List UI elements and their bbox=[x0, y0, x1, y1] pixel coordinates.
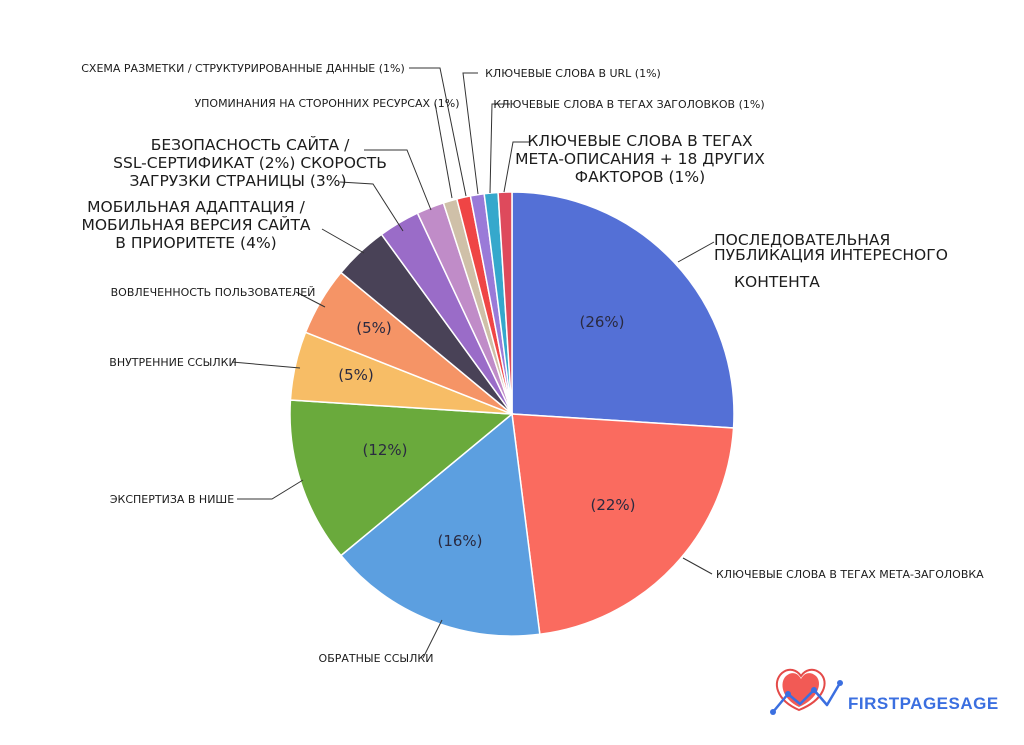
brand-name: FIRSTPAGESAGE bbox=[848, 694, 999, 713]
slice-label-mobile: мобильная версия сайта bbox=[81, 215, 310, 234]
slice-label-mobile: в приоритете (4%) bbox=[115, 234, 276, 252]
slice-label-ssl: безопасность сайта / bbox=[151, 135, 350, 154]
slice-label-meta-desc: ключевые слова в тегах bbox=[527, 132, 753, 150]
slice-label-url: ключевые слова в url (1%) bbox=[485, 67, 661, 80]
leader-line-title-tag bbox=[682, 557, 713, 575]
slice-label-schema: схема разметки / структурированные данны… bbox=[81, 62, 405, 75]
leader-line-engagement bbox=[295, 291, 326, 308]
slice-label-speed: загрузки страницы (3%) bbox=[129, 172, 346, 190]
leader-lines bbox=[231, 67, 715, 659]
leader-line-backlinks bbox=[422, 619, 443, 659]
leader-line-headings bbox=[489, 103, 510, 194]
trend-dot-icon bbox=[811, 687, 817, 693]
percent-label-niche: (12%) bbox=[362, 441, 407, 459]
leader-line-mobile bbox=[321, 228, 365, 254]
pie-slice-content bbox=[511, 191, 735, 429]
pie-slices bbox=[289, 191, 735, 637]
leader-line-url bbox=[462, 72, 479, 195]
trend-dot-icon bbox=[837, 680, 843, 686]
percent-label-backlinks: (16%) bbox=[437, 532, 482, 550]
brand-logo: FIRSTPAGESAGE bbox=[770, 668, 999, 715]
pie-slice-title-tag bbox=[511, 413, 735, 636]
slice-labels: последовательнаяпубликация интересного ко… bbox=[81, 62, 984, 665]
slice-label-meta-desc: факторов (1%) bbox=[575, 168, 705, 186]
percent-label-title-tag: (22%) bbox=[590, 496, 635, 514]
slice-label-internal-links: внутренние ссылки bbox=[109, 356, 236, 369]
leader-line-ssl bbox=[364, 149, 432, 211]
percent-labels: (26%) (22%) (16%) (12%) (5%) (5%) bbox=[338, 313, 635, 550]
slice-label-content: последовательная bbox=[714, 231, 890, 249]
slice-label-content: публикация интересного bbox=[714, 246, 948, 264]
slice-label-headings: ключевые слова в тегах заголовков (1%) bbox=[493, 98, 764, 111]
pie-slice-backlinks bbox=[339, 412, 541, 637]
slice-label-niche: экспертиза в нише bbox=[110, 493, 234, 506]
leader-line-content bbox=[677, 241, 715, 263]
slice-label-backlinks: обратные ссылки bbox=[319, 652, 434, 665]
leader-line-schema bbox=[409, 67, 467, 197]
trend-dot-icon bbox=[770, 709, 776, 715]
heart-outline-icon bbox=[775, 668, 826, 712]
slice-label-content: контента bbox=[734, 273, 820, 291]
percent-label-engagement: (5%) bbox=[356, 319, 392, 337]
leader-line-meta-desc bbox=[503, 141, 530, 193]
leader-line-internal-links bbox=[231, 361, 301, 369]
trend-dot-icon bbox=[785, 691, 791, 697]
slice-label-engagement: вовлеченность пользователей bbox=[111, 286, 316, 299]
slice-label-mobile: мобильная адаптация / bbox=[87, 198, 305, 216]
slice-label-mentions: упоминания на сторонних ресурсах (1%) bbox=[194, 97, 459, 110]
slice-label-meta-desc: мета-описания + 18 других bbox=[515, 150, 765, 168]
leader-line-niche bbox=[237, 479, 304, 500]
percent-label-internal-links: (5%) bbox=[338, 366, 374, 384]
pie-slice-niche bbox=[289, 399, 514, 557]
trend-line-icon bbox=[772, 682, 842, 713]
leader-line-speed bbox=[339, 181, 404, 232]
pie-slice-meta-desc bbox=[497, 191, 513, 415]
slice-label-ssl: ssl-сертификат (2%) скорость bbox=[113, 154, 387, 172]
percent-label-content: (26%) bbox=[579, 313, 624, 331]
leader-line-mentions bbox=[434, 102, 453, 199]
slice-label-title-tag: ключевые слова в тегах мета-заголовка bbox=[716, 568, 984, 581]
